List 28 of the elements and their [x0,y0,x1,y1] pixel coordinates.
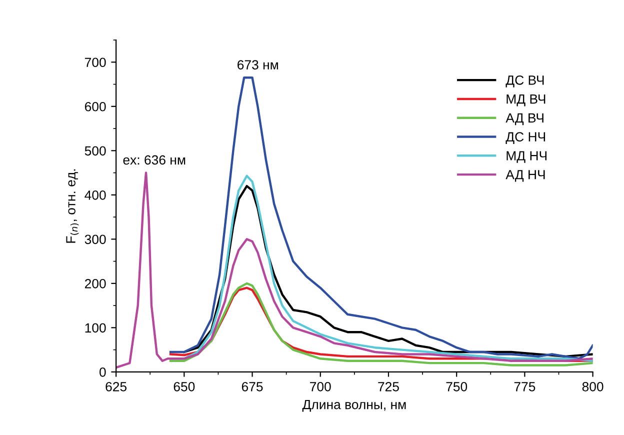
x-tick-label: 675 [242,382,263,392]
legend-label: МД ВЧ [506,94,546,106]
x-tick-label: 650 [174,382,195,392]
legend-label: АД ВЧ [506,113,544,126]
y-tick-label: 100 [85,323,106,333]
x-axis-title: Длина волны, нм [302,400,406,412]
y-tick-label: 300 [84,234,106,244]
y-axis-title: F$_{(n)}$, отн. ед. [66,169,79,243]
y-tick-label: 600 [85,102,106,112]
annotation: ex: 636 нм [123,155,186,165]
x-tick-label: 700 [310,382,331,392]
y-tick-label: 500 [84,146,106,156]
x-tick-label: 775 [514,382,536,392]
y-tick-label: 700 [85,58,106,68]
x-tick-label: 750 [446,382,468,392]
x-tick-label: 800 [582,382,604,392]
y-tick-label: 0 [100,367,106,377]
y-tick-label: 200 [84,278,106,288]
annotation: 673 нм [238,60,278,70]
x-tick-label: 625 [106,382,127,392]
y-tick-label: 400 [84,190,106,200]
legend-label: АД НЧ [506,170,545,182]
line-series [116,172,593,369]
legend-label: ДС НЧ [506,132,546,144]
legend-label: МД НЧ [506,151,546,163]
legend-label: ДС ВЧ [506,75,544,88]
line-series [169,76,593,360]
x-tick-label: 725 [378,382,399,392]
